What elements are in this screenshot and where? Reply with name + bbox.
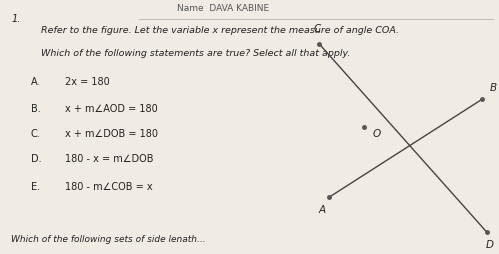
Text: C: C <box>313 24 320 34</box>
Text: C.: C. <box>31 129 41 139</box>
Text: 1.: 1. <box>11 14 20 24</box>
Text: Name  DAVA KABINE: Name DAVA KABINE <box>177 4 269 13</box>
Text: x + m∠AOD = 180: x + m∠AOD = 180 <box>65 104 158 114</box>
Text: 180 - x = m∠DOB: 180 - x = m∠DOB <box>65 154 154 165</box>
Text: D: D <box>486 240 494 250</box>
Text: B.: B. <box>31 104 41 114</box>
Text: A.: A. <box>31 77 40 87</box>
Text: A: A <box>318 205 325 215</box>
Text: 180 - m∠COB = x: 180 - m∠COB = x <box>65 182 153 192</box>
Text: E.: E. <box>31 182 40 192</box>
Text: O: O <box>373 129 381 139</box>
Text: 2x = 180: 2x = 180 <box>65 77 110 87</box>
Text: D.: D. <box>31 154 41 165</box>
Text: Which of the following statements are true? Select all that apply.: Which of the following statements are tr… <box>41 49 350 58</box>
Text: B: B <box>490 83 497 93</box>
Text: Refer to the figure. Let the variable x represent the measure of angle COA.: Refer to the figure. Let the variable x … <box>41 26 399 36</box>
Text: Which of the following sets of side lenath...: Which of the following sets of side lena… <box>11 235 206 244</box>
Text: x + m∠DOB = 180: x + m∠DOB = 180 <box>65 129 159 139</box>
